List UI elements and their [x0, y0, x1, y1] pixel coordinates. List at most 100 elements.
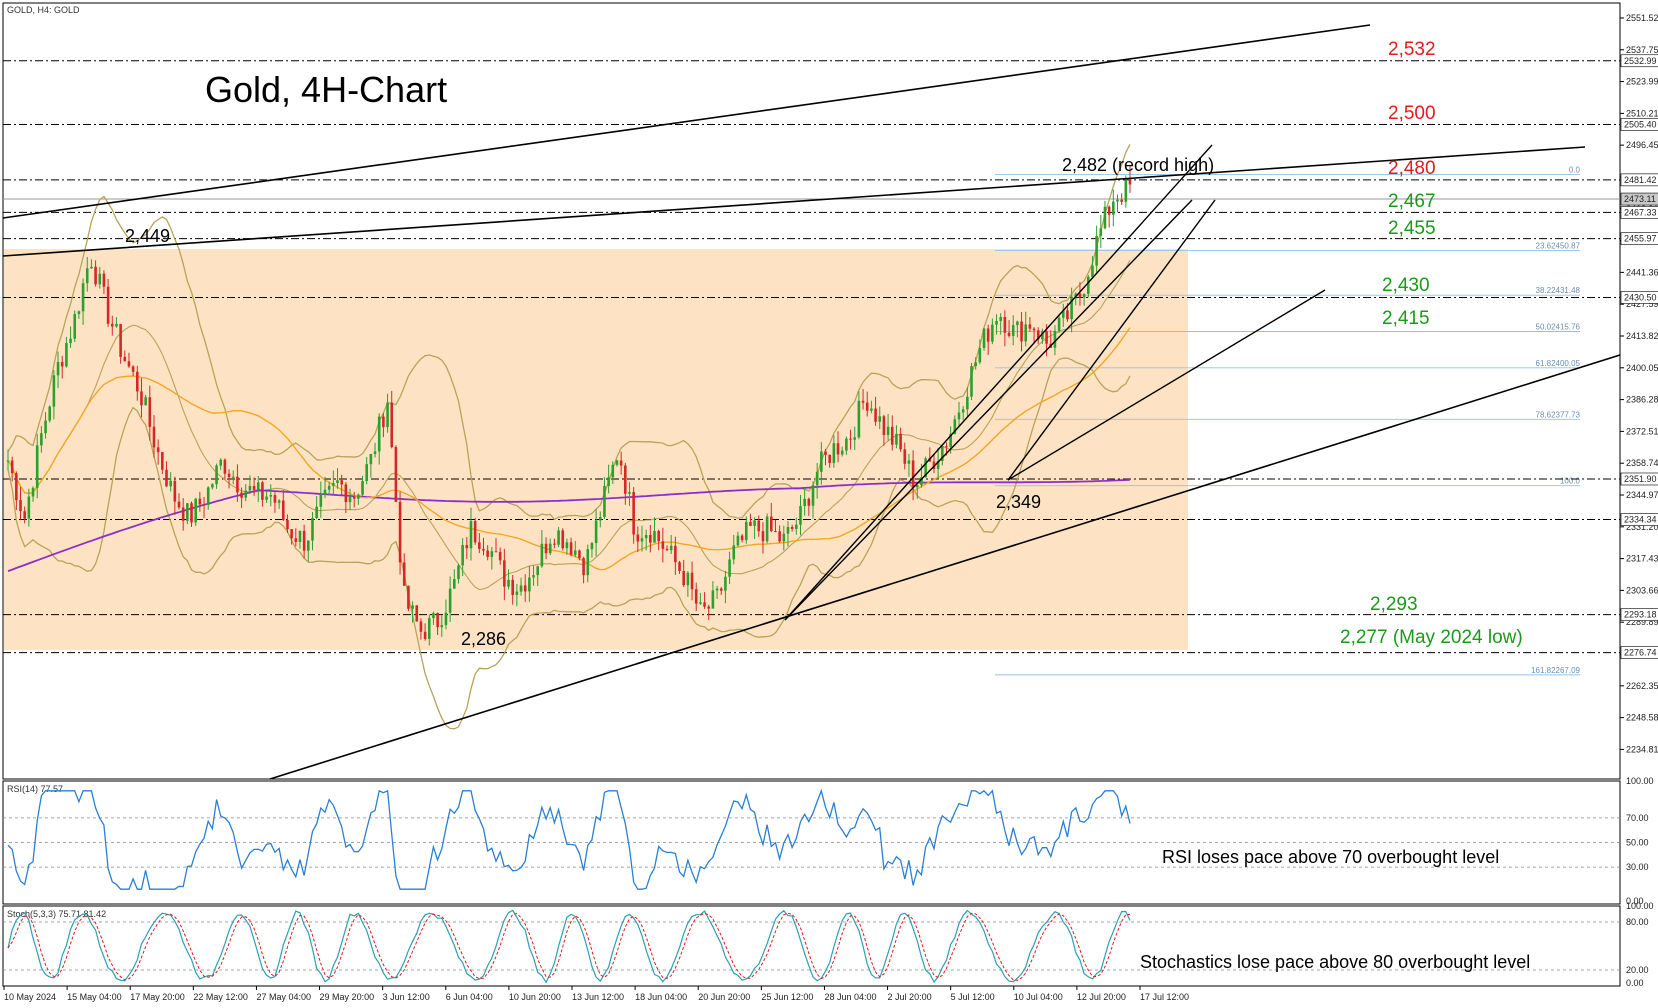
candle-body — [361, 481, 364, 495]
price-tag-box — [1620, 472, 1658, 486]
stoch-level-label: 100.00 — [1626, 901, 1654, 911]
fib-label: 161.82267.09 — [1531, 666, 1580, 675]
candle-body — [907, 460, 911, 464]
candle-body — [277, 500, 281, 503]
candle-body — [799, 506, 802, 525]
candle-body — [803, 498, 806, 507]
price-tick-label: 2344.97 — [1626, 490, 1658, 500]
candle-body — [1086, 276, 1090, 294]
candle-body — [1028, 324, 1032, 329]
candle-body — [23, 511, 26, 519]
candle-body — [156, 447, 160, 453]
time-tick-label: 10 Jul 04:00 — [1014, 992, 1063, 1002]
candle-body — [227, 473, 231, 478]
time-tick-label: 12 Jul 20:00 — [1077, 992, 1126, 1002]
candle-body — [523, 585, 527, 592]
candle-body — [365, 464, 369, 482]
candle-body — [136, 371, 139, 392]
fib-label: 61.82400.05 — [1536, 359, 1581, 368]
price-tag-box — [1620, 54, 1658, 68]
price-tick-label: 2496.45 — [1626, 140, 1658, 150]
candle-body — [173, 480, 177, 502]
candle-body — [603, 485, 606, 517]
candle-body — [511, 579, 514, 595]
candle-body — [69, 338, 72, 344]
support-label-2455: 2,455 — [1388, 218, 1436, 239]
candle-body — [636, 534, 640, 542]
candle-body — [1095, 235, 1098, 266]
candle-body — [719, 588, 723, 591]
candle-body — [94, 266, 97, 285]
candle-body — [394, 447, 398, 502]
candle-body — [273, 495, 277, 503]
candle-body — [682, 570, 686, 586]
candle-body — [749, 521, 752, 526]
candle-body — [1020, 321, 1023, 342]
candle-body — [640, 538, 644, 542]
candle-body — [211, 484, 214, 488]
price-tag-label: 2276.74 — [1624, 648, 1657, 658]
candle-body — [19, 500, 22, 512]
candle-body — [995, 320, 998, 325]
candle-body — [215, 465, 218, 485]
fib-label: 78.62377.73 — [1536, 410, 1581, 419]
candle-body — [540, 543, 544, 567]
candle-body — [669, 545, 673, 551]
candle-body — [590, 543, 594, 550]
swing-low-label-2349: 2,349 — [996, 492, 1041, 512]
candle-body — [757, 520, 761, 532]
candle-body — [327, 485, 331, 490]
candle-body — [81, 283, 85, 312]
price-tag-box — [1620, 291, 1658, 304]
candle-body — [753, 520, 756, 526]
candle-body — [390, 402, 394, 448]
candle-body — [281, 500, 285, 520]
candle-body — [40, 433, 43, 446]
candle-body — [298, 530, 302, 542]
candle-body — [248, 486, 252, 491]
candle-body — [10, 460, 14, 474]
candle-body — [127, 361, 131, 367]
candle-body — [1003, 316, 1007, 333]
candle-body — [56, 361, 60, 376]
candle-body — [469, 521, 473, 549]
candle-body — [632, 491, 635, 535]
candle-body — [31, 487, 35, 497]
candle-body — [1011, 325, 1015, 336]
candle-body — [1091, 265, 1094, 277]
time-tick-label: 2 Jul 20:00 — [888, 992, 932, 1002]
candle-body — [115, 323, 118, 327]
candle-body — [615, 460, 619, 465]
candle-body — [966, 396, 969, 410]
candle-body — [377, 416, 381, 452]
candle-body — [190, 503, 193, 523]
candle-body — [832, 443, 836, 463]
candle-body — [653, 530, 656, 543]
candle-body — [452, 579, 456, 589]
candle-body — [811, 485, 815, 506]
candle-body — [1045, 331, 1048, 344]
candle-body — [131, 366, 135, 372]
trend-lines — [2, 24, 1621, 780]
price-tick-label: 2523.99 — [1626, 77, 1658, 87]
price-tag-box — [1620, 118, 1658, 131]
candle-body — [569, 542, 573, 555]
candle-body — [498, 551, 502, 561]
candle-body — [586, 549, 590, 576]
stoch-main-line — [7, 909, 1131, 984]
support-label-2467: 2,467 — [1388, 191, 1436, 212]
support-label-2293: 2,293 — [1370, 594, 1418, 615]
time-tick-label: 15 May 04:00 — [67, 992, 122, 1002]
time-tick-label: 27 May 04:00 — [256, 992, 311, 1002]
candle-body — [490, 551, 494, 557]
rsi-levels: 100.00 70.00 50.00 30.00 0.00 — [3, 776, 1654, 906]
candle-body — [882, 416, 886, 436]
price-tag-label: 2293.18 — [1624, 610, 1657, 620]
candle-body — [419, 621, 423, 632]
resistance-label-2532: 2,532 — [1388, 39, 1436, 60]
candle-body — [649, 535, 652, 543]
chart-title: Gold, 4H-Chart — [205, 69, 447, 110]
candle-body — [957, 412, 961, 420]
candle-body — [473, 521, 477, 543]
